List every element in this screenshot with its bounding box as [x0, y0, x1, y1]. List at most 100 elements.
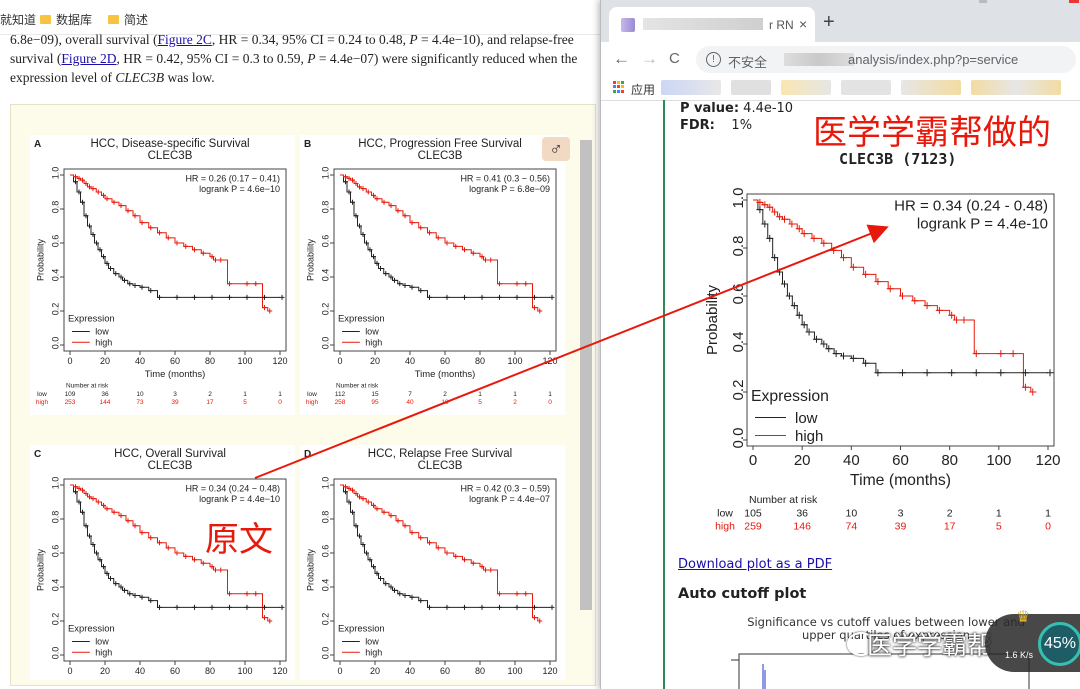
censor-mark [165, 545, 171, 551]
auto-cutoff-heading: Auto cutoff plot [678, 586, 807, 602]
censor-mark [357, 494, 362, 500]
censor-mark [360, 186, 366, 192]
bookmark-blurred[interactable] [781, 80, 831, 95]
bookmark-label: 就知道 [0, 13, 37, 27]
censor-mark [453, 553, 459, 559]
url-text[interactable]: analysis/index.php?p=service [848, 52, 1019, 67]
censor-mark [462, 557, 467, 563]
text: survival ( [10, 51, 62, 66]
censor-mark [174, 294, 180, 300]
censor-mark [402, 213, 408, 219]
censor-mark [95, 499, 101, 505]
bookmark-blurred[interactable] [661, 80, 721, 95]
censor-mark [346, 189, 352, 195]
censor-mark [174, 240, 180, 246]
censor-mark [183, 243, 189, 249]
censor-mark [371, 192, 376, 198]
insecure-label[interactable]: 不安全 [728, 55, 768, 70]
censor-mark [244, 281, 250, 287]
censor-mark [886, 285, 894, 293]
censor-mark [383, 581, 389, 587]
censor-mark [953, 316, 961, 324]
back-button[interactable]: ← [613, 49, 630, 68]
series-high-line [70, 484, 269, 621]
text: 6.8e−09), overall survival ( [10, 32, 158, 47]
apps-grid-icon[interactable] [613, 81, 625, 93]
bookmark-item-2[interactable]: 简述 [108, 11, 148, 28]
censor-mark [1009, 350, 1017, 358]
censor-mark [364, 550, 369, 556]
bookmark-item-1[interactable]: 数据库 [40, 11, 92, 28]
forward-button[interactable]: → [641, 49, 658, 68]
reload-button[interactable]: C [669, 50, 680, 67]
risk-low-value: 36 [796, 508, 808, 520]
bookmark-blurred[interactable] [901, 80, 961, 95]
censor-mark [125, 208, 131, 214]
x-tick-label: 40 [135, 356, 145, 366]
censor-mark [488, 257, 494, 263]
censor-mark [523, 591, 529, 597]
censor-mark [118, 513, 124, 519]
censor-mark [174, 604, 180, 610]
new-tab-button[interactable]: + [823, 11, 835, 33]
x-tick-label: 20 [794, 452, 811, 469]
figure-2d-link[interactable]: Figure 2D [61, 51, 117, 66]
bookmark-blurred[interactable] [841, 80, 891, 95]
y-tick-label: 0.0 [320, 647, 330, 660]
bookmark-item-0[interactable]: 就知道 [0, 11, 36, 28]
p-value: 4.4e-10 [743, 101, 794, 116]
browser-tab[interactable]: r RN × [609, 7, 815, 42]
censor-mark [148, 225, 154, 231]
divider [663, 100, 665, 689]
risk-title: Number at risk [66, 383, 109, 390]
risk-low-value: 1 [278, 391, 282, 398]
censor-mark [549, 294, 555, 300]
censor-mark [209, 564, 215, 570]
censor-mark [911, 297, 919, 305]
gene-name: CLEC3B [115, 70, 165, 85]
fdr-row: FDR: 1% [680, 118, 752, 133]
censor-mark [87, 184, 92, 190]
figure-scrollbar[interactable] [580, 140, 592, 610]
apps-label[interactable]: 应用 [631, 83, 656, 97]
y-tick-label: 1.0 [50, 477, 60, 490]
censor-mark [532, 604, 537, 610]
series-high-line [340, 174, 539, 311]
censor-mark [209, 604, 215, 610]
risk-high-value: 40 [406, 399, 414, 406]
download-pdf-link[interactable]: Download plot as a PDF [678, 557, 833, 572]
censor-mark [87, 494, 92, 500]
censor-mark [76, 189, 82, 195]
censor-mark [148, 598, 154, 604]
risk-high-value: 253 [65, 399, 76, 406]
risk-title: Number at risk [336, 383, 379, 390]
warning-icon[interactable]: ! [706, 52, 721, 67]
close-window-icon[interactable] [1069, 0, 1079, 3]
censor-mark [462, 294, 467, 300]
censor-mark [122, 587, 127, 593]
text: = 4.4e−10), and relapse-free [417, 32, 574, 47]
censor-mark [80, 199, 85, 205]
address-bar[interactable]: ! 不安全 analysis/index.php?p=service [696, 46, 1076, 73]
close-tab-icon[interactable]: × [799, 16, 808, 32]
censor-mark [262, 604, 267, 610]
censor-mark [923, 302, 931, 310]
risk-high-value: 17 [944, 520, 956, 532]
figure-2c-link[interactable]: Figure 2C [157, 32, 212, 47]
tab-strip: r RN × + [601, 0, 1080, 42]
x-tick-label: 0 [67, 356, 72, 366]
male-symbol-icon[interactable]: ♂ [542, 137, 570, 161]
x-tick-label: 20 [370, 356, 380, 366]
hr-text: HR = 0.42 (0.3 − 0.59) [460, 483, 550, 493]
crown-icon: ♛ [1016, 609, 1031, 626]
bookmark-blurred[interactable] [731, 80, 771, 95]
censor-mark [357, 533, 362, 539]
logrank-text: logrank P = 6.8e−09 [469, 184, 550, 194]
censor-mark [367, 557, 373, 563]
censor-mark [972, 350, 980, 358]
minimize-icon[interactable] [979, 0, 987, 3]
censor-mark [392, 587, 397, 593]
legend-high-label: high [95, 337, 112, 347]
censor-mark [73, 484, 78, 490]
bookmark-blurred[interactable] [971, 80, 1061, 95]
